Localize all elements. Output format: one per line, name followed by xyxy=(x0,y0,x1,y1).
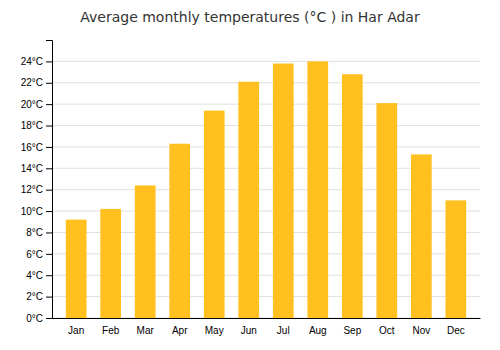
bar xyxy=(135,185,156,318)
axis-line xyxy=(53,318,481,319)
tick-label: Sep xyxy=(343,325,361,336)
bar xyxy=(342,74,363,318)
tick: Jul xyxy=(277,325,290,336)
tick: 14°C xyxy=(21,163,52,174)
tick-label: 22°C xyxy=(21,77,43,88)
tick: 22°C xyxy=(21,77,52,88)
bar xyxy=(238,82,259,318)
tick-label: Nov xyxy=(412,325,430,336)
tick: Apr xyxy=(172,325,188,336)
plot: Jan Feb Mar Apr May Jun Jul Aug Sep Oct Nov Dec 0°C 2… xyxy=(21,41,481,337)
y-axis: 0°C 2°C 4°C 6°C 8°C 10°C 12°C 14°C 16°C 18°C 20°C 2… xyxy=(21,41,53,324)
tick: 0°C xyxy=(26,313,52,324)
tick-mark xyxy=(46,318,52,319)
axis-line xyxy=(46,41,53,319)
bar xyxy=(307,61,328,318)
tick-mark xyxy=(46,83,52,84)
tick-label: 4°C xyxy=(26,270,43,281)
tick-label: Jul xyxy=(277,325,290,336)
tick: Mar xyxy=(137,325,155,336)
grid-line xyxy=(52,61,480,62)
x-axis: Jan Feb Mar Apr May Jun Jul Aug Sep Oct Nov Dec xyxy=(53,319,481,337)
grid-line xyxy=(52,125,480,126)
tick: 10°C xyxy=(21,206,52,217)
tick: Aug xyxy=(309,325,327,336)
tick-label: 12°C xyxy=(21,184,43,195)
tick-label: Jun xyxy=(241,325,257,336)
grid-line xyxy=(52,104,480,105)
tick-mark xyxy=(46,104,52,105)
tick: 24°C xyxy=(21,56,52,67)
tick-label: Dec xyxy=(447,325,465,336)
tick-mark xyxy=(46,190,52,191)
bar xyxy=(273,64,294,318)
tick-mark xyxy=(46,126,52,127)
tick: 16°C xyxy=(21,142,52,153)
tick: 18°C xyxy=(21,120,52,131)
tick-mark xyxy=(46,61,52,62)
tick: 8°C xyxy=(26,227,52,238)
tick-mark xyxy=(46,147,52,148)
bars xyxy=(66,61,466,318)
tick-label: 2°C xyxy=(26,291,43,302)
bar xyxy=(445,200,466,318)
bar xyxy=(411,154,432,318)
tick: Dec xyxy=(447,325,465,336)
tick: 4°C xyxy=(26,270,52,281)
chart: Average monthly temperatures (°C ) in Ha… xyxy=(0,0,500,350)
tick-mark xyxy=(46,254,52,255)
bar xyxy=(169,144,190,318)
tick: 12°C xyxy=(21,184,52,195)
tick: Jan xyxy=(68,325,84,336)
tick: 6°C xyxy=(26,249,52,260)
tick-label: 14°C xyxy=(21,163,43,174)
bar xyxy=(100,209,121,318)
tick-label: 0°C xyxy=(26,313,43,324)
bar xyxy=(66,220,87,318)
tick: Sep xyxy=(343,325,361,336)
title: Average monthly temperatures (°C ) in Ha… xyxy=(80,9,420,25)
tick-mark xyxy=(46,297,52,298)
tick: Feb xyxy=(102,325,120,336)
tick: 20°C xyxy=(21,99,52,110)
grid-line xyxy=(52,146,480,147)
tick-label: 10°C xyxy=(21,206,43,217)
tick-mark xyxy=(46,275,52,276)
tick-label: Aug xyxy=(309,325,327,336)
tick: May xyxy=(205,325,224,336)
tick: Oct xyxy=(379,325,395,336)
tick-label: 6°C xyxy=(26,249,43,260)
tick-label: 16°C xyxy=(21,142,43,153)
tick-label: Feb xyxy=(102,325,120,336)
bar xyxy=(204,111,225,318)
grid-line xyxy=(52,82,480,83)
bar xyxy=(376,103,397,318)
tick-label: 18°C xyxy=(21,120,43,131)
tick-label: Jan xyxy=(68,325,84,336)
tick-label: 8°C xyxy=(26,227,43,238)
grid xyxy=(52,61,480,318)
tick-mark xyxy=(46,168,52,169)
tick: Nov xyxy=(412,325,430,336)
tick-mark xyxy=(46,232,52,233)
tick-mark xyxy=(46,211,52,212)
tick-label: May xyxy=(205,325,224,336)
tick: Jun xyxy=(241,325,257,336)
tick-label: Apr xyxy=(172,325,188,336)
tick-label: 20°C xyxy=(21,99,43,110)
tick: 2°C xyxy=(26,291,52,302)
tick-label: 24°C xyxy=(21,56,43,67)
tick-label: Oct xyxy=(379,325,395,336)
tick-label: Mar xyxy=(137,325,155,336)
